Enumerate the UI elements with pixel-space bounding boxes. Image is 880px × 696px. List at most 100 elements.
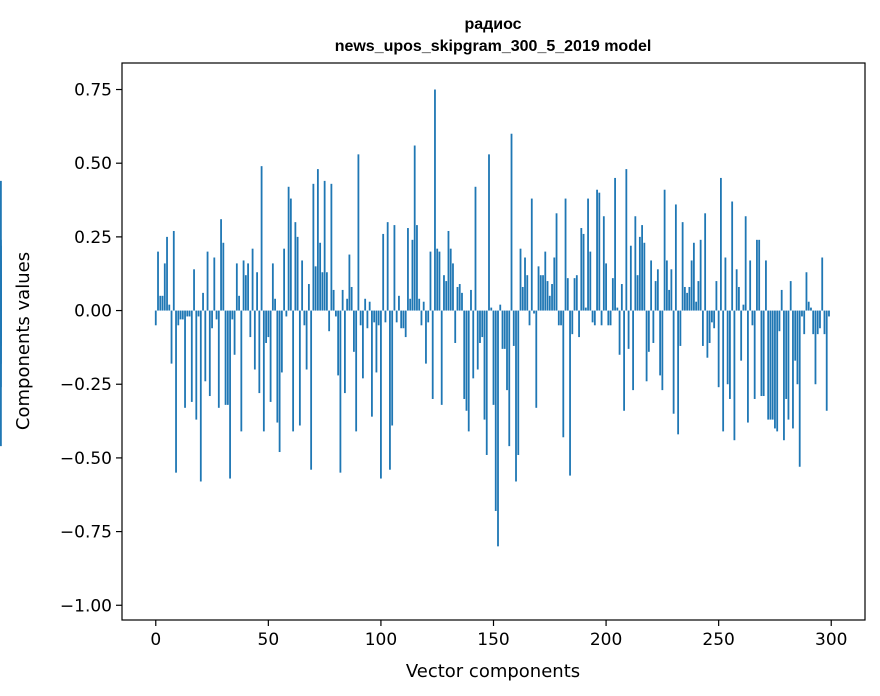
bar xyxy=(548,295,551,311)
bar xyxy=(659,310,662,376)
bar xyxy=(256,272,258,311)
bar xyxy=(528,310,531,326)
bar xyxy=(314,266,317,311)
bar xyxy=(393,225,396,311)
bar xyxy=(807,301,810,311)
bar xyxy=(461,292,463,311)
bar xyxy=(199,310,202,482)
bar xyxy=(159,295,162,311)
bar xyxy=(170,310,173,364)
bar xyxy=(271,263,274,311)
bar xyxy=(735,269,738,311)
bar xyxy=(456,286,459,311)
bar xyxy=(490,307,493,311)
bar xyxy=(193,269,195,311)
bar xyxy=(204,310,207,382)
bar xyxy=(0,275,2,311)
bar xyxy=(704,213,707,311)
bar xyxy=(801,310,803,317)
bar xyxy=(321,272,324,311)
bar xyxy=(197,310,200,317)
bar xyxy=(339,310,342,473)
bar xyxy=(449,248,452,311)
bar xyxy=(810,307,812,311)
bar xyxy=(312,183,315,311)
chart-subtitle: news_upos_skipgram_300_5_2019 model xyxy=(335,38,652,55)
bar xyxy=(188,310,191,317)
bar xyxy=(485,310,488,455)
bar xyxy=(368,301,371,311)
bar xyxy=(409,298,412,311)
bar xyxy=(524,257,526,311)
bar xyxy=(262,310,265,432)
bar xyxy=(445,281,448,311)
bar xyxy=(163,263,166,311)
bar xyxy=(0,310,2,447)
bar xyxy=(501,310,504,349)
bar xyxy=(341,289,344,311)
bar xyxy=(598,192,601,311)
bar xyxy=(222,242,225,311)
bar xyxy=(157,251,159,311)
bar xyxy=(472,310,475,379)
x-tick-label: 300 xyxy=(815,630,847,650)
bar xyxy=(634,216,637,311)
bar xyxy=(569,310,571,476)
x-axis-ticks: 0 50 100 150 200 250 300 xyxy=(150,620,847,650)
bar xyxy=(429,251,432,311)
bar xyxy=(711,310,713,323)
bar xyxy=(177,310,180,326)
bar xyxy=(240,310,243,432)
bar xyxy=(186,310,189,317)
bar xyxy=(497,310,499,547)
bar xyxy=(692,242,695,311)
bar xyxy=(600,310,603,326)
bar xyxy=(780,289,783,311)
bar xyxy=(337,310,340,376)
bar xyxy=(769,310,772,420)
bar xyxy=(258,310,261,394)
bar xyxy=(296,236,299,311)
bar xyxy=(638,236,641,311)
x-tick-label: 50 xyxy=(258,630,280,650)
bar xyxy=(481,310,484,338)
bar xyxy=(510,133,513,311)
bar xyxy=(280,310,283,373)
bar xyxy=(656,269,659,311)
bar xyxy=(677,310,680,435)
bar xyxy=(213,257,216,311)
bar xyxy=(668,289,671,311)
bar xyxy=(184,310,186,408)
bar xyxy=(575,275,578,311)
x-tick-label: 150 xyxy=(477,630,509,650)
bar xyxy=(821,257,824,311)
bar xyxy=(467,310,470,432)
bar xyxy=(247,263,249,311)
bar xyxy=(422,301,425,311)
bar xyxy=(244,275,247,311)
bar xyxy=(404,310,407,338)
bar xyxy=(242,260,245,311)
bar xyxy=(816,310,819,335)
bar xyxy=(546,281,549,311)
bar xyxy=(578,310,580,338)
bar xyxy=(454,310,457,343)
bar xyxy=(530,198,533,311)
bar xyxy=(623,310,625,411)
bar xyxy=(616,307,619,311)
bar xyxy=(330,183,333,311)
bar xyxy=(686,292,689,311)
bar xyxy=(386,222,389,311)
bar xyxy=(715,281,718,311)
bar xyxy=(607,310,610,326)
bar xyxy=(519,248,522,311)
bar xyxy=(355,310,358,432)
bar xyxy=(319,242,322,311)
bar xyxy=(706,310,709,358)
bar xyxy=(564,198,567,311)
bar xyxy=(298,310,301,426)
bar xyxy=(591,310,594,323)
bar xyxy=(208,310,211,397)
bar xyxy=(560,310,562,326)
